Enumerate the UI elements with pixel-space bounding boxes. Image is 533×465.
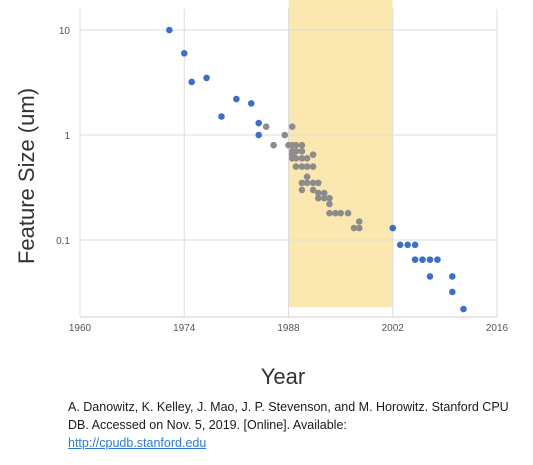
- data-point: [309, 151, 317, 158]
- data-point: [218, 113, 225, 120]
- data-point: [314, 194, 322, 202]
- citation-text: A. Danowitz, K. Kelley, J. Mao, J. P. St…: [68, 400, 509, 432]
- data-point: [449, 288, 456, 296]
- data-point: [188, 78, 195, 86]
- data-point: [344, 209, 352, 217]
- data-point: [303, 179, 311, 187]
- data-point: [404, 241, 411, 249]
- data-point: [309, 179, 317, 187]
- scatter-chart: 1960 1974 1988 2002 2016 10 1 0.1 Feature Size …: [14, 0, 509, 389]
- data-point: [303, 173, 311, 181]
- data-point: [326, 194, 333, 202]
- data-point: [350, 224, 358, 232]
- data-point: [426, 256, 434, 263]
- data-point: [255, 131, 263, 139]
- data-point: [292, 147, 300, 155]
- grid-lines: [79, 9, 498, 318]
- citation: A. Danowitz, K. Kelley, J. Mao, J. P. St…: [68, 398, 528, 452]
- data-point: [298, 179, 306, 187]
- data-point: [288, 123, 296, 130]
- x-tick-label: 2002: [382, 323, 405, 334]
- y-tick-label: 0.1: [56, 236, 70, 247]
- data-point: [320, 189, 328, 197]
- data-point: [419, 256, 426, 263]
- data-point: [298, 186, 306, 194]
- data-point: [233, 95, 240, 103]
- data-point: [309, 186, 317, 194]
- data-point: [389, 224, 397, 232]
- data-point: [426, 273, 434, 280]
- data-point: [292, 163, 300, 170]
- data-point: [270, 141, 277, 149]
- data-point: [411, 256, 419, 263]
- data-point: [166, 26, 173, 34]
- axis-ticks: 1960 1974 1988 2002 2016 10 1 0.1: [56, 26, 508, 334]
- highlight-band-1988-2002: [288, 0, 393, 307]
- data-point: [309, 163, 317, 170]
- data-points: [166, 26, 467, 313]
- data-point: [203, 74, 210, 82]
- data-point: [314, 189, 322, 197]
- data-point: [298, 147, 306, 155]
- data-point: [281, 131, 289, 139]
- x-tick-label: 1974: [173, 323, 196, 334]
- data-point: [355, 224, 363, 232]
- data-point: [262, 123, 270, 130]
- data-point: [247, 100, 255, 107]
- y-tick-label: 10: [59, 26, 71, 37]
- data-point: [303, 163, 311, 170]
- data-point: [292, 141, 300, 149]
- data-point: [355, 218, 363, 225]
- data-point: [298, 141, 306, 149]
- x-tick-label: 1988: [277, 323, 300, 334]
- data-point: [292, 154, 300, 162]
- data-point: [460, 305, 467, 313]
- data-point: [449, 273, 456, 280]
- data-point: [411, 241, 419, 249]
- data-point: [337, 209, 344, 217]
- data-point: [320, 194, 328, 202]
- x-axis-label: Year: [261, 364, 305, 389]
- data-point: [298, 163, 306, 170]
- data-point: [180, 49, 188, 57]
- data-point: [298, 154, 306, 162]
- x-tick-label: 2016: [486, 323, 509, 334]
- citation-link[interactable]: http://cpudb.stanford.edu: [68, 436, 207, 450]
- x-tick-label: 1960: [69, 323, 92, 334]
- y-tick-label: 1: [64, 131, 70, 142]
- data-point: [326, 209, 333, 217]
- data-point: [434, 256, 441, 263]
- data-point: [326, 200, 333, 208]
- data-point: [303, 154, 311, 162]
- data-point: [314, 179, 322, 187]
- data-point: [332, 209, 339, 217]
- y-axis-label: Feature Size (um): [14, 88, 39, 264]
- data-point: [255, 119, 263, 127]
- data-point: [396, 241, 404, 249]
